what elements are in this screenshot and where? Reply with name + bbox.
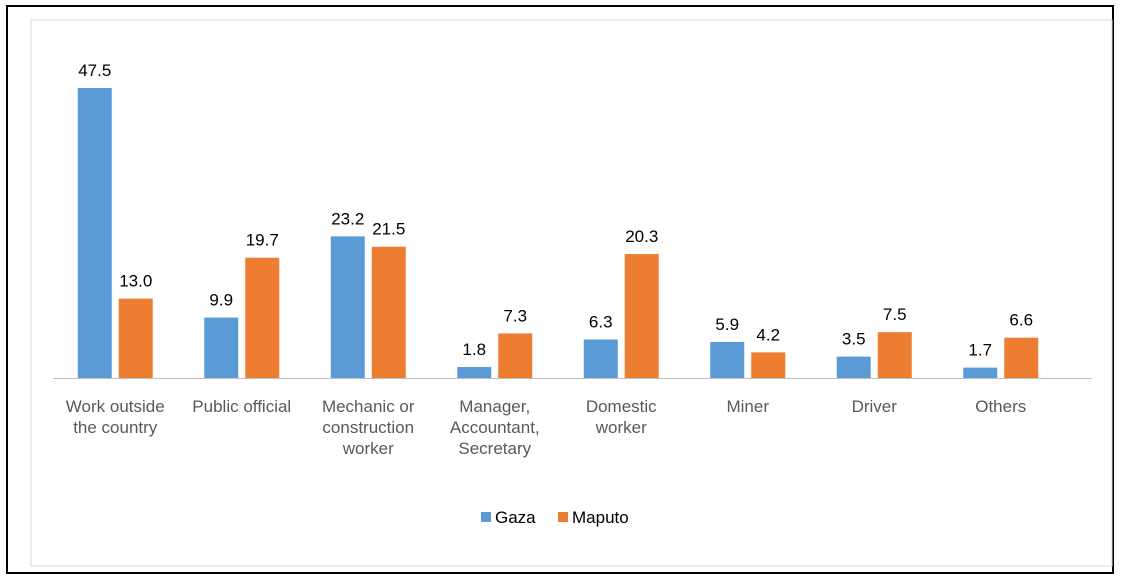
value-label-gaza-3: 1.8 (462, 340, 486, 359)
legend-swatch-gaza (481, 512, 491, 522)
value-label-maputo-0: 13.0 (119, 272, 152, 291)
value-label-maputo-5: 4.2 (756, 325, 780, 344)
bar-maputo-5 (751, 352, 786, 378)
legend-label-gaza: Gaza (495, 508, 536, 527)
bar-maputo-7 (1004, 337, 1039, 378)
chart-area-border (30, 19, 1113, 567)
bar-gaza-1 (204, 317, 239, 378)
value-label-maputo-7: 6.6 (1009, 311, 1033, 330)
bar-gaza-2 (330, 236, 365, 378)
category-label-line: Driver (852, 397, 898, 416)
legend: Gaza Maputo (481, 508, 629, 527)
bar-maputo-0 (118, 298, 153, 378)
category-label-line: Manager, (459, 397, 530, 416)
category-label-line: worker (342, 439, 394, 458)
category-label-2: Mechanic or construction worker (322, 397, 415, 458)
bar-maputo-3 (498, 333, 533, 378)
bar-gaza-5 (710, 341, 745, 378)
value-label-maputo-6: 7.5 (883, 305, 907, 324)
category-label-line: Work outside (66, 397, 165, 416)
bar-gaza-7 (963, 367, 998, 378)
bar-gaza-3 (457, 367, 492, 378)
legend-label-maputo: Maputo (572, 508, 629, 527)
value-label-maputo-2: 21.5 (372, 220, 405, 239)
category-label-line: Others (975, 397, 1026, 416)
bar-maputo-1 (245, 257, 280, 378)
bar-maputo-6 (877, 332, 912, 378)
value-label-gaza-1: 9.9 (209, 291, 233, 310)
value-label-gaza-5: 5.9 (715, 315, 739, 334)
category-label-1: Public official (192, 397, 291, 416)
category-labels: Work outside the country Public official Me… (66, 397, 1026, 458)
category-label-line: Domestic (586, 397, 657, 416)
legend-swatch-maputo (558, 512, 568, 522)
bar-maputo-2 (371, 246, 406, 378)
category-label-7: Others (975, 397, 1026, 416)
category-label-3: Manager, Accountant, Secretary (450, 397, 540, 458)
bar-maputo-4 (624, 254, 659, 378)
bars-group: 47.5 13.0 9.9 19.7 23.2 21.5 1.8 7.3 6.3 20.3 5.9 4… (77, 61, 1039, 378)
bar-gaza-4 (583, 339, 618, 378)
category-label-line: worker (595, 418, 647, 437)
category-label-6: Driver (852, 397, 898, 416)
figure-frame (6, 5, 1114, 574)
value-label-gaza-2: 23.2 (331, 209, 364, 228)
bar-gaza-0 (77, 88, 112, 378)
value-label-gaza-4: 6.3 (589, 313, 613, 332)
category-label-line: Accountant, (450, 418, 540, 437)
category-label-line: Public official (192, 397, 291, 416)
category-label-5: Miner (726, 397, 769, 416)
category-label-line: Secretary (458, 439, 531, 458)
bar-gaza-6 (836, 356, 871, 378)
category-label-line: Mechanic or (322, 397, 415, 416)
category-label-line: construction (322, 418, 414, 437)
category-label-0: Work outside the country (66, 397, 165, 437)
value-label-maputo-3: 7.3 (503, 306, 527, 325)
value-label-gaza-6: 3.5 (842, 330, 866, 349)
category-label-line: the country (73, 418, 158, 437)
value-label-maputo-1: 19.7 (246, 231, 279, 250)
category-label-4: Domestic worker (586, 397, 657, 437)
value-label-gaza-7: 1.7 (968, 341, 992, 360)
value-label-gaza-0: 47.5 (78, 61, 111, 80)
value-label-maputo-4: 20.3 (625, 227, 658, 246)
category-label-line: Miner (726, 397, 769, 416)
